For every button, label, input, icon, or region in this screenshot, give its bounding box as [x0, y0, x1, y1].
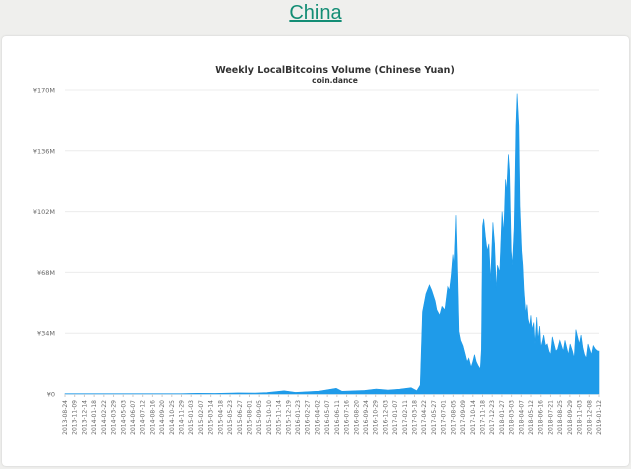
- x-tick-label: 2017-11-18: [479, 400, 486, 435]
- x-tick-label: 2016-02-27: [305, 400, 312, 435]
- x-tick-label: 2014-07-12: [140, 400, 147, 435]
- x-tick-label: 2015-06-27: [237, 400, 244, 435]
- volume-chart: Weekly LocalBitcoins Volume (Chinese Yua…: [33, 65, 603, 435]
- x-tick-label: 2015-03-14: [208, 400, 215, 435]
- y-tick-label: ¥0: [47, 391, 55, 399]
- x-axis: 2013-08-24 2013-11-09 2013-12-14 2014-01-18…: [62, 394, 603, 435]
- x-tick-label: 2017-12-23: [489, 400, 496, 435]
- x-tick-label: 2013-12-14: [81, 400, 88, 435]
- x-tick-label: 2017-09-09: [460, 400, 467, 435]
- x-tick-label: 2018-06-16: [538, 400, 545, 435]
- x-tick-label: 2015-02-07: [198, 400, 205, 435]
- x-tick-label: 2014-05-03: [120, 400, 127, 435]
- x-tick-label: 2013-08-24: [62, 400, 69, 435]
- x-tick-label: 2016-04-02: [314, 400, 321, 435]
- x-tick-label: 2018-09-29: [567, 400, 574, 435]
- x-tick-label: 2018-12-08: [586, 400, 593, 435]
- x-tick-label: 2015-05-23: [227, 400, 234, 435]
- country-heading-link[interactable]: China: [289, 2, 342, 24]
- y-tick-label: ¥34M: [37, 330, 55, 338]
- x-tick-label: 2017-07-01: [441, 400, 448, 435]
- x-tick-label: 2014-11-29: [179, 400, 186, 435]
- x-tick-label: 2014-06-07: [130, 400, 137, 435]
- x-tick-label: 2014-03-29: [111, 400, 118, 435]
- x-tick-label: 2014-01-18: [91, 400, 98, 435]
- x-tick-label: 2018-07-21: [547, 400, 554, 435]
- x-tick-label: 2015-08-01: [246, 400, 253, 435]
- x-tick-label: 2015-01-03: [188, 400, 195, 435]
- x-tick-label: 2014-09-20: [159, 400, 166, 435]
- x-tick-label: 2015-10-10: [266, 400, 273, 435]
- x-tick-label: 2018-11-03: [577, 400, 584, 435]
- x-tick-label: 2016-12-03: [382, 400, 389, 435]
- x-tick-label: 2015-12-19: [285, 400, 292, 435]
- x-tick-label: 2018-04-07: [518, 400, 525, 435]
- x-tick-label: 2013-11-09: [72, 400, 79, 435]
- x-tick-label: 2017-01-07: [392, 400, 399, 435]
- x-tick-label: 2018-01-27: [499, 400, 506, 435]
- x-tick-label: 2016-05-07: [324, 400, 331, 435]
- x-tick-label: 2015-04-18: [217, 400, 224, 435]
- x-tick-label: 2016-01-23: [295, 400, 302, 435]
- x-tick-label: 2017-10-14: [470, 400, 477, 435]
- x-tick-label: 2017-08-05: [450, 400, 457, 435]
- x-tick-label: 2014-08-16: [149, 400, 156, 435]
- x-tick-label: 2016-09-24: [363, 400, 370, 435]
- x-tick-label: 2018-05-12: [528, 400, 535, 435]
- area-series: [64, 93, 600, 395]
- volume-area: [64, 93, 600, 395]
- x-tick-label: 2014-10-25: [169, 400, 176, 435]
- x-tick-label: 2018-08-25: [557, 400, 564, 435]
- y-axis: ¥0 ¥34M ¥68M ¥102M ¥136M ¥170M: [33, 87, 55, 399]
- x-tick-label: 2015-11-14: [276, 400, 283, 435]
- y-tick-label: ¥102M: [33, 208, 55, 216]
- y-tick-label: ¥68M: [37, 269, 55, 277]
- y-tick-label: ¥170M: [33, 87, 55, 95]
- x-tick-label: 2017-05-27: [431, 400, 438, 435]
- x-tick-label: 2014-02-22: [101, 400, 108, 435]
- chart-title: Weekly LocalBitcoins Volume (Chinese Yua…: [215, 65, 455, 76]
- x-tick-label: 2017-02-11: [402, 400, 409, 435]
- x-tick-label: 2015-09-05: [256, 400, 263, 435]
- x-tick-label: 2018-03-03: [509, 400, 516, 435]
- x-tick-label: 2016-08-20: [353, 400, 360, 435]
- x-tick-label: 2016-06-11: [334, 400, 341, 435]
- chart-subtitle: coin.dance: [312, 76, 358, 85]
- x-tick-label: 2019-01-12: [596, 400, 603, 435]
- x-tick-label: 2017-03-18: [412, 400, 419, 435]
- x-tick-label: 2017-04-22: [421, 400, 428, 435]
- chart-card: Weekly LocalBitcoins Volume (Chinese Yua…: [2, 36, 629, 466]
- x-tick-label: 2016-10-29: [373, 400, 380, 435]
- x-tick-label: 2016-07-16: [344, 400, 351, 435]
- y-tick-label: ¥136M: [33, 147, 55, 155]
